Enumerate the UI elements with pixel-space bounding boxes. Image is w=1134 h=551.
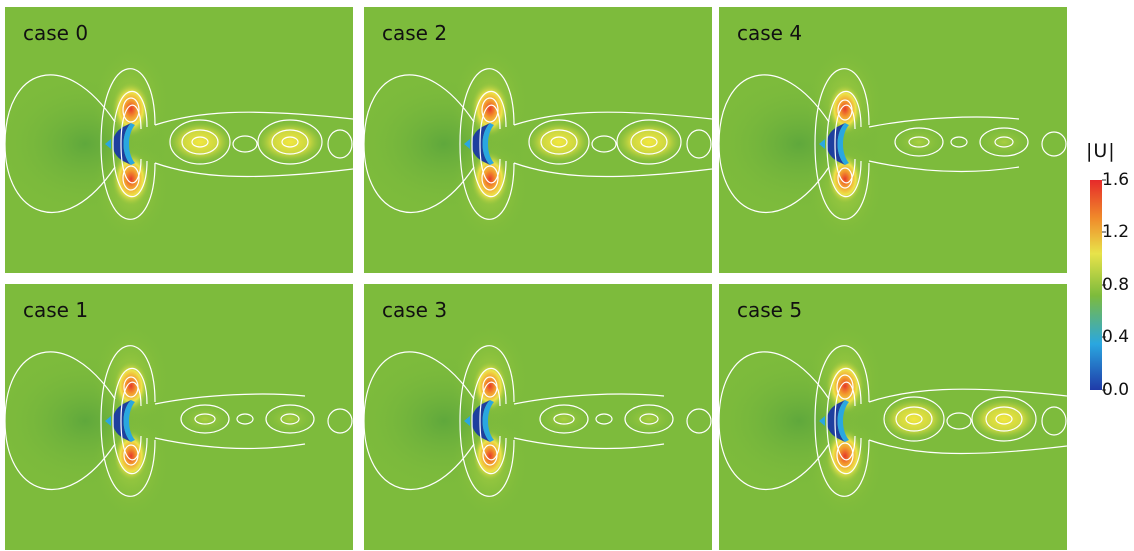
- velocity-field-plot: [719, 7, 1067, 273]
- panel-title: case 4: [737, 21, 803, 45]
- panel-title: case 5: [737, 298, 803, 322]
- panel-case-3: case 3: [364, 284, 712, 550]
- velocity-field-plot: [5, 7, 353, 273]
- colorbar-title: |U|: [1086, 140, 1116, 162]
- velocity-field-plot: [719, 284, 1067, 550]
- colorbar-ticks: [1102, 179, 1106, 391]
- colorbar-tick-label: 0.4: [1102, 327, 1130, 347]
- panel-case-4: case 4: [719, 7, 1067, 273]
- velocity-field-plot: [364, 284, 712, 550]
- velocity-field-plot: [364, 7, 712, 273]
- panel-case-2: case 2: [364, 7, 712, 273]
- panel-title: case 2: [382, 21, 448, 45]
- panel-title: case 3: [382, 298, 448, 322]
- panel-title: case 1: [23, 298, 89, 322]
- colorbar-tick-label: 0.0: [1102, 380, 1130, 400]
- colorbar-tick-label: 1.6: [1102, 170, 1130, 190]
- panel-case-0: case 0: [5, 7, 353, 273]
- panel-title: case 0: [23, 21, 89, 45]
- colorbar: [1090, 179, 1106, 391]
- colorbar-tick-label: 0.8: [1102, 275, 1130, 295]
- colorbar-gradient: [1090, 180, 1102, 390]
- colorbar-legend: |U| 1.6 1.2 0.8 0.4 0.0: [1080, 140, 1134, 400]
- velocity-field-plot: [5, 284, 353, 550]
- panel-case-1: case 1: [5, 284, 353, 550]
- colorbar-tick-label: 1.2: [1102, 222, 1130, 242]
- panel-case-5: case 5: [719, 284, 1067, 550]
